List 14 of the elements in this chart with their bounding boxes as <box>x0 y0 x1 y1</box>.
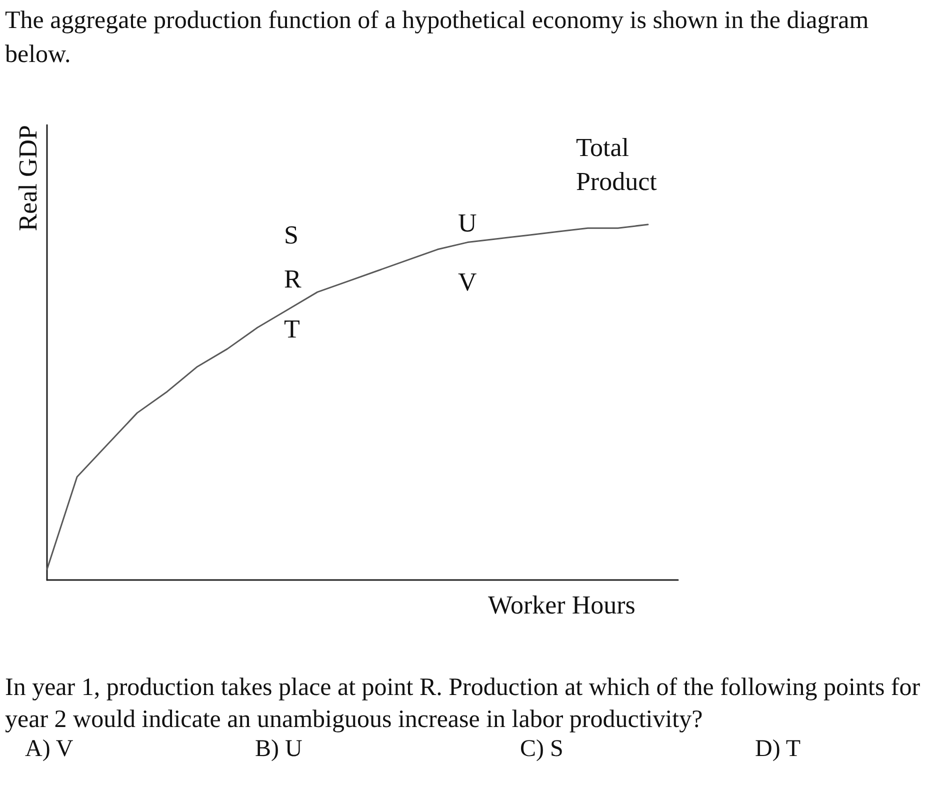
annotation: T <box>284 314 300 344</box>
y-axis-title: Real GDP <box>14 125 42 232</box>
text: B) U <box>255 736 302 763</box>
text: A) V <box>25 736 74 763</box>
annotation: U <box>458 208 477 238</box>
annotation: R <box>284 264 302 294</box>
text: C) S <box>520 736 564 763</box>
chart-title: The aggregate production function of a hypothetical economy is shown in the diagram below. <box>5 6 870 70</box>
series-label: Total Product <box>576 133 658 196</box>
annotation: V <box>458 268 477 296</box>
x-axis-title: Worker Hours <box>488 590 636 620</box>
text: D) T <box>755 736 801 763</box>
text: In year 1, production takes place at point R. Production at which of the following points for year 2 would indicate an unambiguous increase in labor productivity? <box>5 673 922 735</box>
annotation: S <box>284 220 298 250</box>
